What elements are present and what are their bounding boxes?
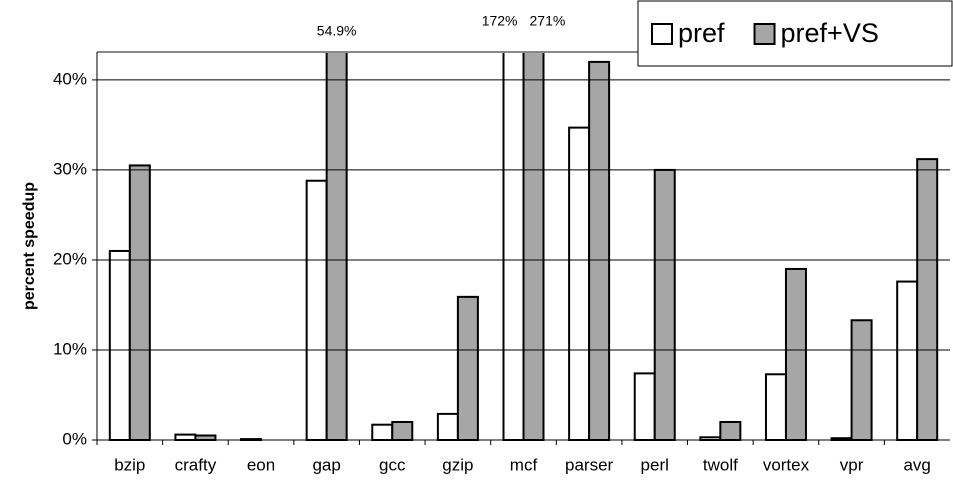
bar — [588, 60, 611, 441]
bar — [108, 249, 131, 441]
bar — [174, 433, 197, 441]
bar — [436, 412, 459, 442]
bar — [916, 158, 939, 441]
bar — [325, 52, 348, 442]
x-tick-label: vpr — [840, 455, 864, 474]
x-tick-label: twolf — [703, 455, 738, 474]
bar — [371, 423, 394, 441]
legend-swatch — [651, 23, 673, 45]
x-tick-label: crafty — [175, 455, 217, 474]
bar — [850, 319, 873, 441]
x-tick-label: bzip — [114, 455, 145, 474]
bar — [633, 372, 656, 442]
bar — [719, 420, 742, 442]
x-tick-label: vortex — [763, 455, 810, 474]
x-tick-label: gap — [312, 455, 340, 474]
value-label: 54.9% — [317, 23, 357, 39]
legend-label: pref+VS — [781, 18, 879, 48]
bar — [784, 267, 807, 441]
x-tick-label: gzip — [442, 455, 473, 474]
bar — [764, 373, 787, 441]
y-tick-label: 40% — [53, 69, 87, 88]
legend-box — [637, 0, 953, 67]
y-tick-label: 20% — [53, 249, 87, 268]
bar — [653, 168, 676, 441]
value-label: 172% — [482, 13, 518, 29]
legend-label: pref — [678, 18, 725, 48]
bar — [568, 126, 591, 442]
bar — [896, 280, 919, 442]
bar — [522, 52, 545, 441]
bar — [305, 179, 328, 441]
bar — [128, 164, 151, 441]
x-tick-label: perl — [641, 455, 669, 474]
x-tick-label: mcf — [510, 455, 538, 474]
y-axis-label: percent speedup — [21, 182, 38, 310]
bar — [194, 434, 217, 442]
bar — [456, 295, 479, 441]
y-tick-label: 0% — [62, 429, 87, 448]
legend-swatch — [753, 23, 776, 45]
x-tick-label: parser — [565, 455, 614, 474]
x-tick-label: eon — [247, 455, 275, 474]
value-label: 271% — [530, 13, 566, 29]
y-tick-label: 10% — [53, 339, 87, 358]
bar — [391, 420, 414, 442]
bar — [502, 52, 525, 441]
y-tick-label: 30% — [53, 159, 87, 178]
x-tick-label: avg — [903, 455, 930, 474]
x-tick-label: gcc — [379, 455, 406, 474]
